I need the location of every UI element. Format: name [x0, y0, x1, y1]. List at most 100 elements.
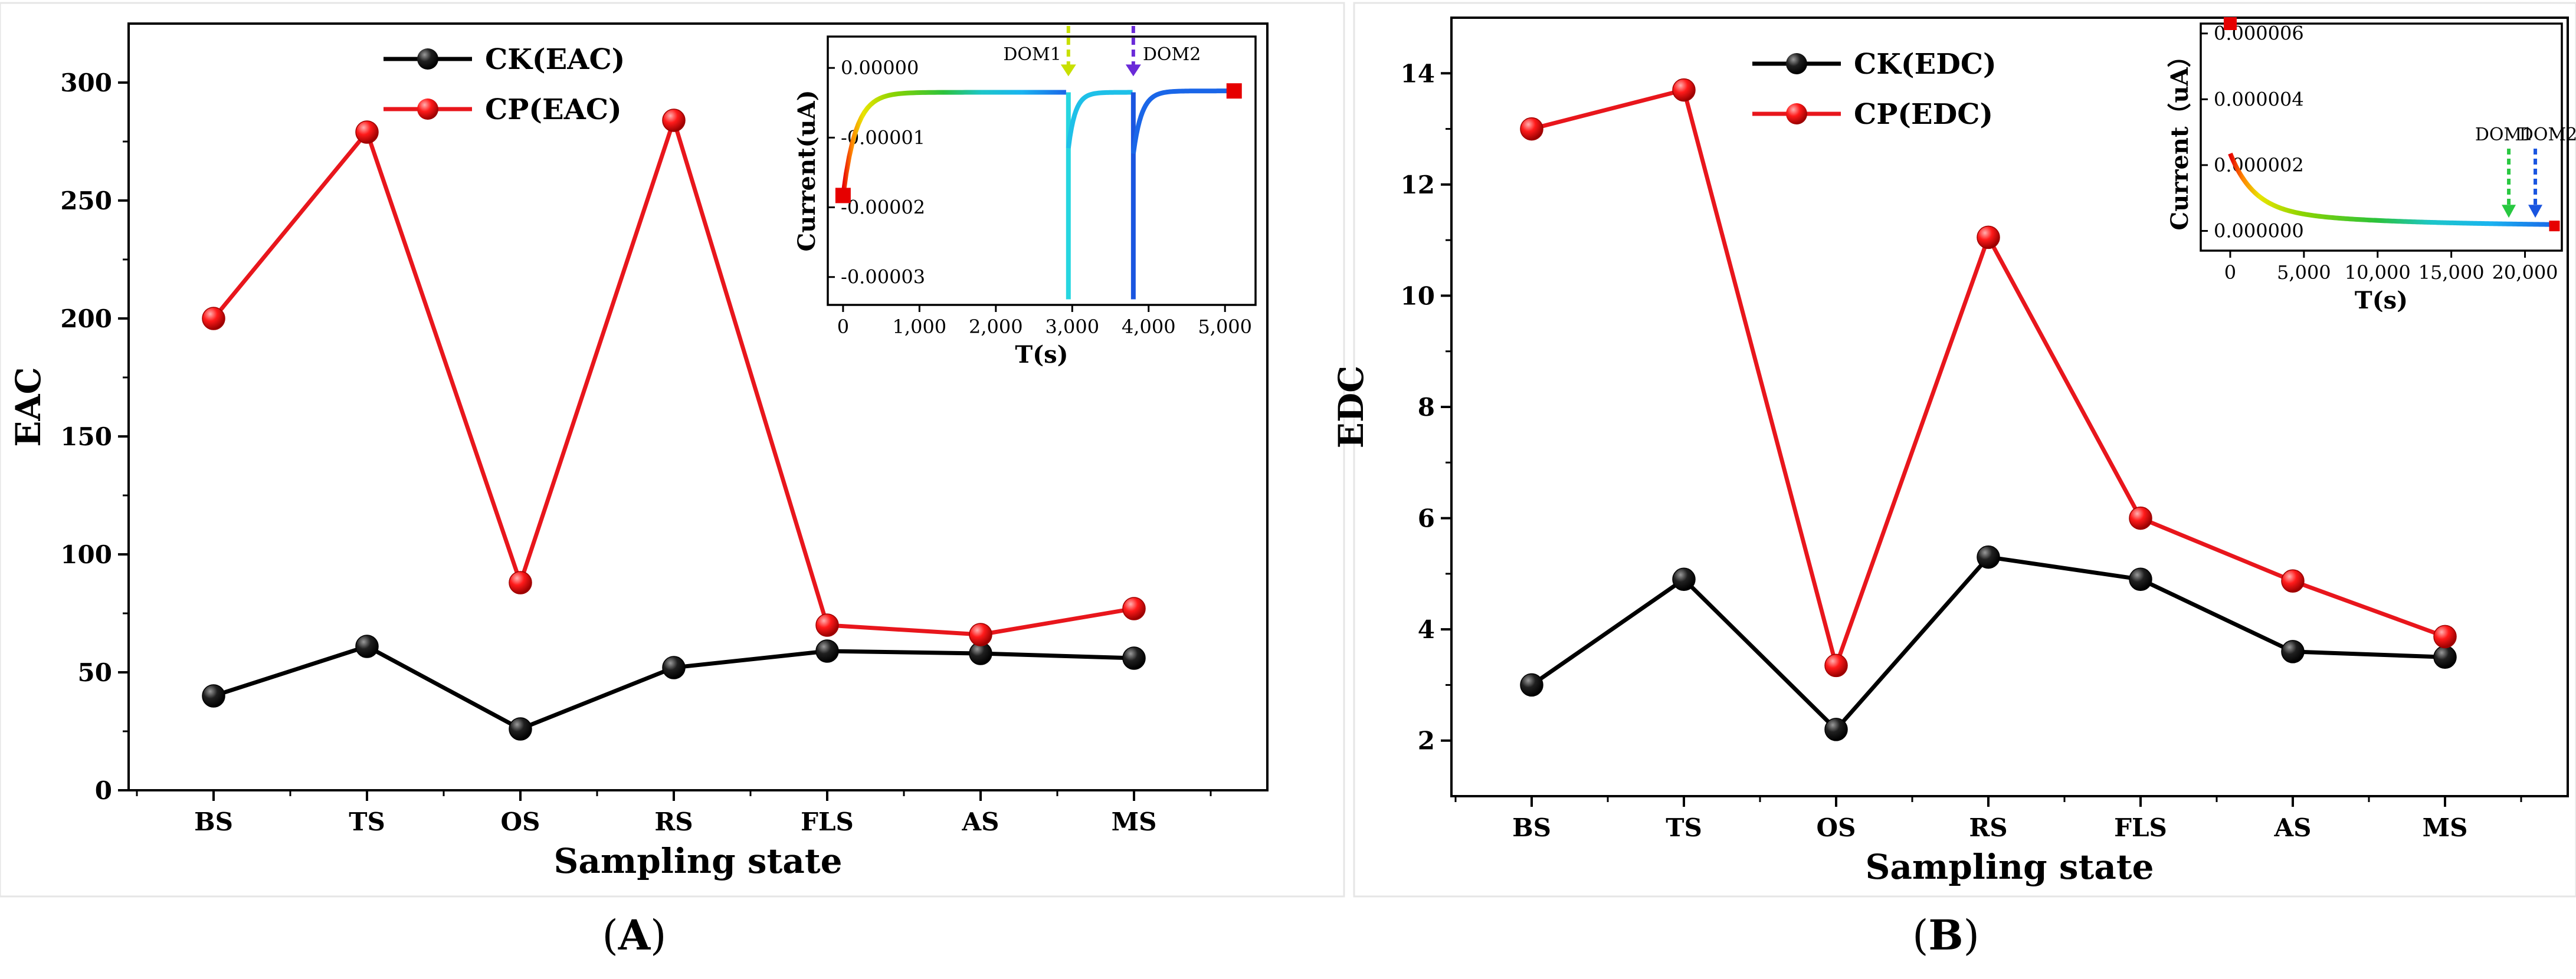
inset-x-tick-label: 4,000: [1122, 316, 1176, 338]
dom-label: DOM1: [1003, 44, 1061, 65]
inset-current-curve-3: [1130, 88, 1234, 155]
inset-y-axis-title: Current(uA): [793, 90, 821, 251]
x-tick-label: AS: [2274, 813, 2312, 842]
inset-x-tick-label: 10,000: [2345, 261, 2411, 284]
y-tick-label: 8: [1418, 393, 1435, 422]
inset-x-tick-label: 0: [2224, 261, 2236, 284]
inset-current-curve: [2228, 152, 2555, 227]
inset-current-curve: [840, 90, 1066, 196]
x-tick-label: BS: [194, 807, 233, 836]
x-tick-label: TS: [1666, 813, 1702, 842]
y-tick-label: 14: [1401, 59, 1435, 88]
legend-label: CP(EDC): [1854, 98, 1993, 131]
y-tick-label: 50: [78, 658, 112, 687]
data-point: [202, 684, 225, 708]
inset-x-tick-label: 5,000: [1198, 316, 1252, 338]
y-tick-label: 12: [1401, 170, 1435, 199]
inset-chart: 0 5,000 10,000 15,000 20,000 0.000000 0.000002…: [2166, 17, 2576, 314]
dom-label: DOM2: [2519, 124, 2576, 145]
y-tick-label: 6: [1418, 504, 1435, 533]
data-point: [2433, 645, 2457, 669]
y-tick-label: 0: [95, 776, 112, 805]
dom-arrow-head: [2502, 205, 2516, 218]
x-tick-label: TS: [349, 807, 385, 836]
caption-letter: B: [1928, 911, 1963, 960]
x-tick-label: BS: [1512, 813, 1551, 842]
data-point: [1520, 673, 1543, 697]
y-tick-label: 4: [1418, 615, 1435, 644]
data-point: [1122, 597, 1146, 620]
data-point: [509, 571, 532, 594]
x-tick-label: FLS: [2114, 813, 2167, 842]
y-tick-label: 300: [60, 68, 112, 97]
inset-y-tick-label: -0.00002: [841, 196, 925, 219]
x-tick-label: FLS: [801, 807, 854, 836]
data-point: [2129, 506, 2152, 530]
legend-label: CP(EAC): [485, 93, 622, 126]
panel-caption: (A): [602, 911, 667, 960]
data-point: [1122, 646, 1146, 670]
inset-x-tick-label: 2,000: [969, 316, 1023, 338]
inset-start-marker: [835, 188, 851, 203]
x-tick-label: OS: [501, 807, 540, 836]
chart-panel-A: 0 50 100 150 200 250 300 BS TS OS RS FLS AS MS Samplin…: [0, 2, 1345, 960]
x-tick-label: RS: [1969, 813, 2007, 842]
data-point: [355, 120, 379, 144]
panel-frame: [0, 2, 1345, 898]
caption-letter: A: [618, 911, 651, 960]
y-tick-label: 100: [60, 540, 112, 569]
data-point: [1824, 718, 1848, 741]
chart-panel-B: 2 4 6 8 10 12 14 BS TS OS RS FLS AS MS Sampling state E…: [1331, 2, 2576, 960]
series-line-ck: [1530, 555, 2446, 732]
inset-y-tick-label: -0.00003: [841, 266, 925, 288]
legend-marker: [1786, 53, 1807, 74]
panel-frame: [1353, 2, 2576, 898]
inset-y-tick-label: 0.000004: [2214, 88, 2304, 110]
x-tick-label: RS: [654, 807, 693, 836]
legend-label: CK(EDC): [1854, 48, 1997, 81]
inset-x-axis-title: T(s): [2355, 287, 2408, 314]
data-point: [2129, 567, 2152, 592]
legend-marker: [1786, 103, 1807, 124]
x-tick-label: OS: [1817, 813, 1856, 842]
inset-x-tick-label: 1,000: [893, 316, 947, 338]
data-point: [1672, 567, 1696, 592]
data-point: [2281, 569, 2305, 593]
data-point: [1520, 117, 1543, 141]
x-tick-label: MS: [1112, 807, 1157, 836]
data-point: [2281, 640, 2305, 663]
data-point: [815, 613, 839, 637]
dom-arrow-head: [2528, 205, 2543, 218]
legend-marker: [417, 48, 438, 70]
data-point: [1977, 545, 2000, 569]
inset-start-marker: [2223, 17, 2237, 30]
inset-y-tick-label: 0.00000: [841, 57, 919, 79]
inset-end-marker: [2549, 221, 2560, 232]
x-tick-label: MS: [2423, 813, 2468, 842]
inset-y-tick-label: 0.000000: [2214, 220, 2304, 242]
inset-x-tick-label: 15,000: [2418, 261, 2485, 284]
dom-arrow-head: [1125, 64, 1141, 77]
inset-x-axis-title: T(s): [1015, 341, 1068, 369]
caption-paren: ): [650, 911, 666, 960]
y-axis-title: EAC: [8, 367, 48, 446]
data-point: [509, 717, 532, 741]
dom-label: DOM1: [2475, 124, 2533, 145]
inset-plot-area: [2200, 22, 2563, 252]
legend-label: CK(EAC): [485, 43, 625, 76]
inset-plot-area: [827, 35, 1257, 306]
inset-x-tick-label: 20,000: [2492, 261, 2558, 284]
inset-x-tick-label: 5,000: [2277, 261, 2331, 284]
caption-paren: (: [1912, 911, 1928, 960]
caption-paren: (: [602, 911, 618, 960]
data-point: [662, 656, 686, 679]
inset-y-tick-label: 0.000002: [2214, 154, 2304, 176]
data-point: [1977, 225, 2000, 249]
data-point: [1824, 653, 1848, 678]
inset-end-marker: [1226, 83, 1242, 99]
x-tick-label: AS: [962, 807, 999, 836]
data-point: [1672, 78, 1696, 102]
y-axis-title: EDC: [1331, 366, 1371, 449]
dom-label: DOM2: [1143, 44, 1201, 65]
